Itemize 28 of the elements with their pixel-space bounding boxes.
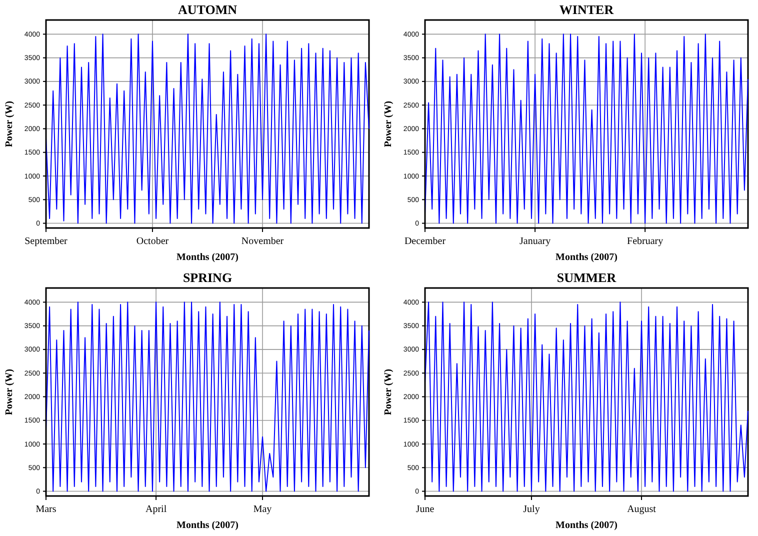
x-tick-label: November bbox=[241, 236, 284, 247]
y-axis-title: Power (W) bbox=[4, 368, 15, 416]
x-tick-label: August bbox=[627, 504, 656, 515]
y-axis-title: Power (W) bbox=[383, 368, 394, 416]
line-series bbox=[46, 34, 370, 224]
y-axis-title: Power (W) bbox=[4, 100, 15, 148]
x-tick-label: July bbox=[523, 504, 540, 515]
x-tick-label: May bbox=[253, 504, 272, 515]
x-tick-label: September bbox=[24, 236, 68, 247]
y-axis-title: Power (W) bbox=[383, 100, 394, 148]
x-tick-label: April bbox=[145, 504, 167, 515]
x-axis-title: Months (2007) bbox=[556, 520, 618, 531]
x-tick-label: Mars bbox=[36, 504, 56, 515]
x-tick-label: January bbox=[519, 236, 551, 247]
chart-title: SPRING bbox=[182, 270, 232, 285]
chart-title: AUTOMN bbox=[178, 2, 238, 17]
x-tick-label: December bbox=[404, 236, 446, 247]
line-series bbox=[424, 34, 748, 224]
x-axis-title: Months (2007) bbox=[176, 520, 238, 531]
x-axis-title: Months (2007) bbox=[176, 252, 238, 263]
chart-title: SUMMER bbox=[556, 270, 617, 285]
x-tick-label: June bbox=[416, 504, 435, 515]
x-tick-label: October bbox=[136, 236, 170, 247]
chart-title: WINTER bbox=[559, 2, 614, 17]
x-axis-title: Months (2007) bbox=[556, 252, 618, 263]
x-tick-label: February bbox=[627, 236, 664, 247]
line-series bbox=[424, 302, 748, 492]
line-series bbox=[46, 302, 370, 492]
